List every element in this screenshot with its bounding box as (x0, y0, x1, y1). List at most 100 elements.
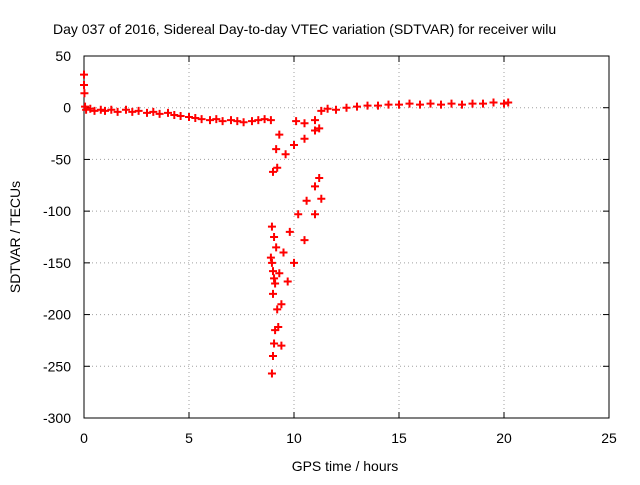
data-point (191, 114, 200, 123)
data-point (311, 126, 319, 135)
data-point (82, 105, 91, 114)
points-layer (80, 70, 513, 378)
x-tick-label: 15 (391, 430, 407, 446)
data-point (468, 99, 477, 108)
y-tick-label: 50 (55, 48, 71, 64)
data-point (272, 145, 281, 154)
y-tick-label: -200 (43, 307, 71, 323)
data-point (270, 339, 279, 348)
data-point (300, 119, 309, 128)
data-point (270, 233, 279, 241)
data-point (271, 326, 280, 335)
data-point (269, 267, 277, 276)
data-point (500, 99, 508, 108)
data-point (416, 100, 424, 109)
tick-layer (83, 55, 610, 419)
y-axis-label: SDTVAR / TECUs (7, 181, 23, 293)
x-tick-label: 0 (80, 430, 88, 446)
data-point (80, 80, 88, 89)
data-point (227, 116, 235, 125)
data-point (233, 117, 242, 126)
data-point (197, 115, 206, 124)
y-tick-label: 0 (63, 100, 71, 116)
data-point (290, 258, 298, 267)
data-point (107, 105, 116, 114)
y-tick-label: -50 (51, 151, 71, 167)
data-point (504, 98, 513, 107)
y-tick-label: -300 (43, 410, 71, 426)
data-point (170, 110, 179, 119)
data-point (90, 106, 99, 115)
data-point (86, 104, 95, 113)
x-tick-label: 25 (601, 430, 617, 446)
data-point (212, 115, 221, 124)
data-point (206, 116, 214, 125)
data-point (134, 106, 143, 115)
data-point (311, 182, 319, 191)
data-point (405, 99, 414, 108)
y-tick-label: -100 (43, 203, 71, 219)
data-point (269, 167, 277, 176)
data-point (80, 89, 89, 98)
data-point (279, 248, 288, 257)
data-point (267, 222, 276, 231)
data-point (271, 279, 280, 288)
plot-area-border (83, 55, 610, 419)
data-point (101, 106, 109, 115)
data-point (218, 117, 227, 126)
data-point (122, 105, 130, 114)
data-point (260, 115, 269, 124)
tick-label-layer: 0 5 10 15 20 25 -300 -250 -200 -150 -100 -50 0 50 (43, 48, 617, 446)
data-point (164, 108, 172, 117)
data-point (266, 253, 275, 262)
data-point (363, 101, 372, 110)
data-point (273, 163, 282, 172)
data-point (458, 100, 466, 109)
x-tick-label: 20 (496, 430, 512, 446)
data-point (290, 140, 298, 149)
data-point (300, 134, 309, 143)
data-point (315, 124, 324, 133)
data-point (315, 174, 324, 183)
data-point (311, 210, 319, 219)
data-point (185, 113, 193, 122)
data-point (384, 100, 393, 109)
data-point (275, 130, 284, 139)
data-point (128, 107, 137, 116)
series-3 (292, 98, 513, 128)
data-point (285, 227, 294, 236)
series-4 (266, 174, 324, 298)
data-point (311, 116, 319, 125)
data-point (272, 243, 281, 252)
data-point (489, 98, 498, 107)
data-point (374, 101, 382, 110)
chart-title: Day 037 of 2016, Sidereal Day-to-day VTE… (53, 21, 556, 37)
data-point (275, 269, 284, 278)
series-5 (267, 194, 326, 378)
data-point (342, 103, 351, 112)
data-point (281, 150, 290, 159)
data-point (96, 105, 105, 114)
data-point (300, 236, 309, 245)
data-point (317, 194, 326, 203)
data-point (323, 104, 332, 113)
data-point (269, 351, 277, 360)
data-point (80, 70, 88, 79)
data-point (143, 108, 151, 117)
plot-area-frame (83, 55, 610, 419)
data-point (155, 109, 164, 118)
data-point (437, 100, 445, 109)
data-point (270, 274, 279, 283)
data-point (277, 341, 286, 350)
data-point (317, 106, 326, 115)
data-point (254, 116, 263, 125)
x-tick-label: 5 (185, 430, 193, 446)
y-tick-label: -250 (43, 358, 71, 374)
data-point (113, 107, 122, 116)
data-point (447, 99, 456, 108)
data-point (149, 107, 158, 116)
data-point (292, 117, 301, 126)
data-point (269, 289, 277, 298)
